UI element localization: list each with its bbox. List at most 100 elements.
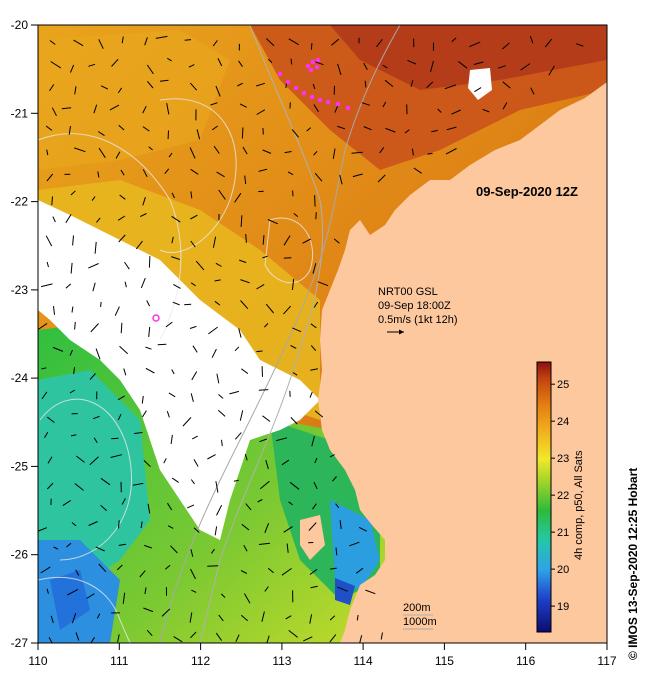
current-vector [265, 303, 274, 314]
current-vector [339, 174, 343, 185]
colorbar-tick-label: 22 [557, 490, 569, 502]
current-vector [73, 367, 76, 375]
current-vector [314, 410, 324, 418]
current-vector [214, 279, 221, 282]
current-vector [41, 391, 48, 400]
current-vector [100, 301, 102, 307]
current-vector [262, 149, 272, 154]
current-vector [379, 147, 385, 154]
current-vector [215, 481, 219, 493]
current-vector [40, 566, 51, 574]
current-vector [124, 281, 127, 288]
current-vector [115, 151, 121, 159]
current-vector [502, 102, 508, 110]
current-vector [302, 238, 311, 244]
current-vector [352, 173, 363, 178]
current-vector [306, 127, 312, 132]
current-vector [51, 107, 57, 117]
current-vector [173, 636, 183, 643]
current-vector [241, 368, 249, 375]
current-vector [69, 389, 76, 394]
current-vector [308, 522, 317, 531]
current-vector [192, 345, 198, 353]
current-vector [171, 215, 181, 223]
current-vector [68, 126, 71, 135]
current-vector [309, 614, 313, 624]
current-vector [170, 434, 173, 444]
colorbar-tick-label: 21 [557, 527, 569, 539]
current-vector [376, 38, 383, 48]
current-vector [207, 565, 219, 567]
current-vector [120, 322, 123, 334]
current-vector [65, 283, 72, 289]
current-vector [332, 148, 336, 159]
colorbar: 19 20 21 22 23 24 25 4h comp, p50, All Sats [536, 361, 585, 633]
current-vector [114, 306, 120, 316]
current-vector [46, 588, 49, 594]
current-vector [445, 148, 457, 155]
x-tick-label: 111 [110, 654, 129, 668]
current-vector [332, 476, 337, 482]
current-vector [98, 147, 106, 158]
current-vector [243, 544, 248, 552]
current-vector [313, 104, 319, 113]
current-vector [446, 126, 457, 131]
current-vector [45, 125, 53, 131]
current-vector [74, 147, 86, 153]
current-vector [118, 520, 120, 529]
current-vector [146, 629, 153, 637]
current-vector [264, 323, 269, 328]
bathymetry-label-1000m: 1000m [403, 616, 437, 628]
current-vector [46, 261, 49, 268]
current-vector [70, 262, 73, 274]
current-vector [288, 501, 293, 506]
current-vector [142, 169, 148, 178]
current-vector [407, 59, 417, 65]
current-source-label: NRT00 GSL [378, 286, 438, 298]
current-vector [312, 83, 316, 90]
current-vector [430, 60, 434, 73]
current-vector [335, 503, 340, 509]
current-vector [135, 240, 143, 250]
current-vector [146, 64, 154, 75]
current-vector [382, 101, 387, 108]
current-vector [171, 256, 180, 260]
current-vector [196, 129, 201, 140]
current-vector [171, 192, 175, 199]
current-vector [234, 432, 242, 440]
current-vector [310, 323, 317, 329]
current-vector [258, 389, 269, 391]
colorbar-gradient [536, 361, 552, 633]
current-vector [215, 262, 222, 267]
colorbar-tick-label: 20 [557, 564, 569, 576]
current-vector [256, 283, 265, 290]
y-tick-label: -24 [11, 371, 29, 385]
current-vector [49, 84, 55, 92]
current-vector [147, 503, 151, 514]
current-vector [377, 174, 386, 183]
current-vector [40, 283, 53, 288]
current-vector [75, 455, 85, 463]
current-vector [148, 256, 151, 268]
current-vector [283, 235, 291, 246]
current-vector [335, 547, 338, 556]
current-vector [234, 346, 240, 352]
current-vector [193, 527, 200, 533]
current-vector [457, 61, 468, 69]
current-vector [239, 410, 244, 421]
current-vector [41, 367, 47, 370]
current-vector [544, 38, 553, 48]
current-vector [98, 39, 104, 49]
y-tick-label: -26 [11, 548, 29, 562]
current-vector [212, 236, 217, 248]
current-vector [413, 167, 422, 174]
current-vector [214, 526, 218, 536]
current-vector [191, 371, 198, 381]
current-vector [167, 525, 174, 529]
current-vector [94, 241, 97, 254]
current-vector [358, 526, 367, 532]
current-vector [97, 131, 105, 137]
current-vector [411, 148, 414, 156]
x-tick-label: 113 [272, 654, 291, 668]
